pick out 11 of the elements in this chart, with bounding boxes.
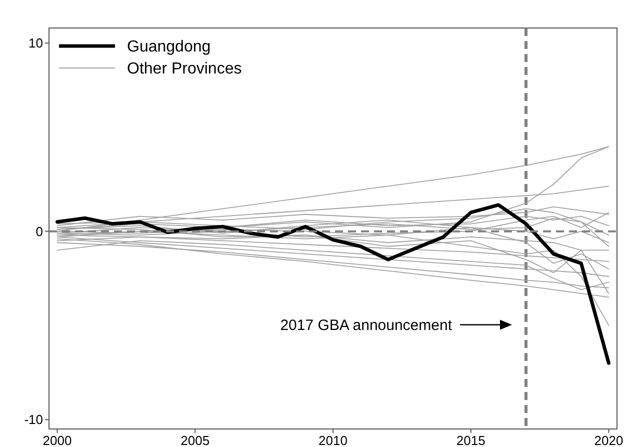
x-tick-label: 2010 — [318, 433, 348, 447]
y-tick-label: -10 — [24, 412, 43, 428]
legend-label: Guangdong — [127, 38, 211, 56]
x-tick-label: 2000 — [42, 433, 72, 447]
y-tick-label: 0 — [36, 224, 43, 239]
y-tick-label: 10 — [28, 36, 43, 51]
x-tick-label: 2020 — [594, 433, 624, 447]
x-tick-label: 2015 — [456, 433, 486, 447]
x-tick-label: 2005 — [180, 433, 210, 447]
annotation: 2017 GBA announcement — [280, 316, 453, 334]
legend-label: Other Provinces — [127, 60, 242, 78]
